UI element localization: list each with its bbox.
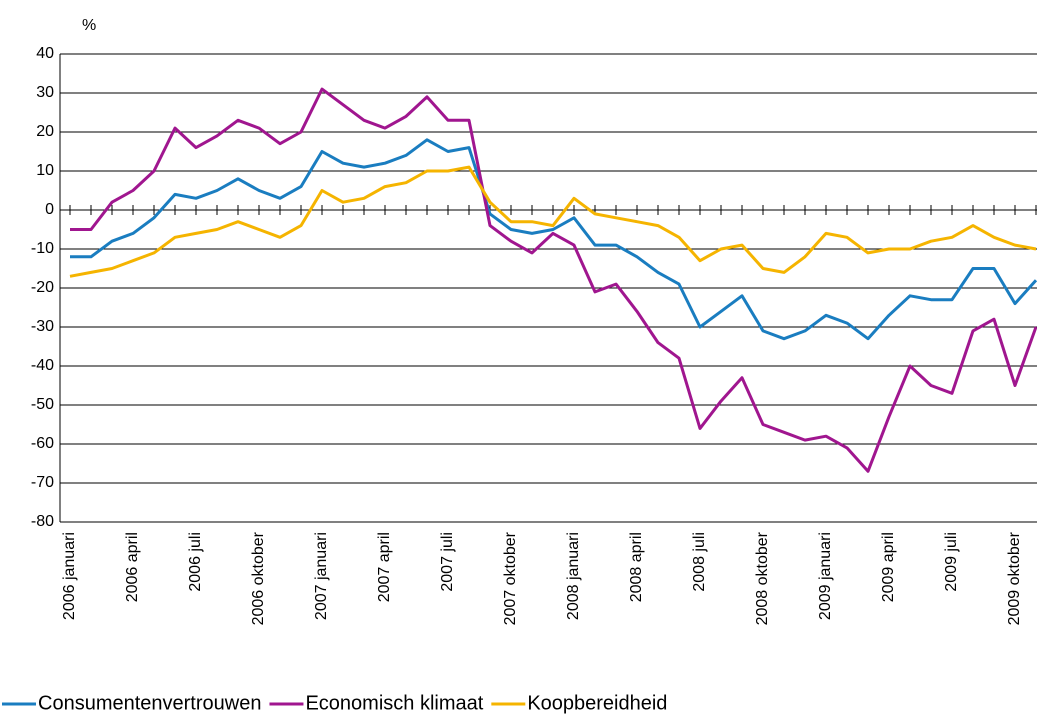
legend-label: Koopbereidheid xyxy=(527,692,667,714)
y-tick-label: -10 xyxy=(31,240,54,257)
x-tick-label: 2006 oktober xyxy=(250,531,267,625)
x-tick-label: 2007 oktober xyxy=(502,531,519,625)
y-tick-label: -80 xyxy=(31,513,54,530)
x-tick-label: 2009 oktober xyxy=(1006,531,1023,625)
x-tick-label: 2006 april xyxy=(124,532,141,602)
y-tick-label: -30 xyxy=(31,318,54,335)
x-tick-label: 2006 januari xyxy=(61,532,78,620)
y-tick-label: -60 xyxy=(31,435,54,452)
legend-label: Consumentenvertrouwen xyxy=(38,692,261,714)
x-tick-label: 2009 juli xyxy=(943,532,960,592)
series-line xyxy=(70,138,1037,341)
y-tick-label: 10 xyxy=(36,162,54,179)
x-tick-label: 2007 april xyxy=(376,532,393,602)
x-tick-label: 2009 april xyxy=(880,532,897,602)
y-tick-label: -70 xyxy=(31,474,54,491)
y-tick-label: 0 xyxy=(45,201,54,218)
y-tick-label: 40 xyxy=(36,45,54,62)
series-line xyxy=(69,165,1037,278)
x-tick-label: 2007 januari xyxy=(313,532,330,620)
legend-label: Economisch klimaat xyxy=(305,692,483,714)
y-tick-label: -50 xyxy=(31,396,54,413)
x-tick-label: 2008 juli xyxy=(691,532,708,592)
y-tick-label: 20 xyxy=(36,123,54,140)
x-tick-label: 2008 oktober xyxy=(754,531,771,625)
y-tick-label: -20 xyxy=(31,279,54,296)
series-line xyxy=(70,87,1037,473)
x-tick-label: 2006 juli xyxy=(187,532,204,592)
x-tick-label: 2007 juli xyxy=(439,532,456,592)
x-tick-label: 2009 januari xyxy=(817,532,834,620)
x-tick-label: 2008 januari xyxy=(565,532,582,620)
y-unit-label: % xyxy=(82,17,96,34)
y-tick-label: 30 xyxy=(36,84,54,101)
y-tick-label: -40 xyxy=(31,357,54,374)
x-tick-label: 2008 april xyxy=(628,532,645,602)
